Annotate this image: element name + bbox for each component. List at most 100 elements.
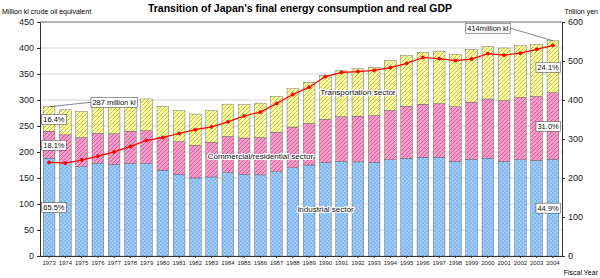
tick-label: 2004 bbox=[546, 260, 560, 266]
tick-label: 500 bbox=[568, 56, 583, 66]
tick: 1987 bbox=[270, 256, 284, 266]
tick-label: 1977 bbox=[107, 260, 121, 266]
bar bbox=[466, 102, 478, 159]
tick: 100 bbox=[19, 199, 40, 209]
line-marker bbox=[145, 139, 148, 142]
tick-mark bbox=[562, 178, 565, 179]
annotation-box bbox=[91, 97, 138, 107]
tick: 350 bbox=[19, 69, 40, 79]
tick-mark bbox=[562, 22, 565, 23]
tick-mark bbox=[162, 256, 163, 258]
plot-frame bbox=[40, 22, 562, 23]
bar bbox=[515, 97, 527, 159]
line-marker bbox=[551, 44, 554, 47]
tick-label: 1978 bbox=[124, 260, 138, 266]
tick-mark bbox=[276, 256, 277, 258]
share-label: 16.4% bbox=[43, 115, 65, 124]
tick: 2002 bbox=[514, 256, 528, 266]
tick-label: 1998 bbox=[449, 260, 463, 266]
line-marker bbox=[177, 132, 180, 135]
tick-label: 1987 bbox=[270, 260, 284, 266]
tick: 300 bbox=[562, 134, 583, 144]
bar bbox=[173, 110, 185, 141]
bar bbox=[108, 164, 120, 256]
line-marker bbox=[226, 120, 229, 123]
bar bbox=[238, 105, 250, 138]
tick-mark bbox=[37, 152, 40, 153]
tick-label: 300 bbox=[19, 95, 34, 105]
bar bbox=[76, 111, 88, 137]
tick-mark bbox=[260, 256, 261, 258]
tick-label: 100 bbox=[568, 212, 583, 222]
tick: 1988 bbox=[286, 256, 300, 266]
tick: 1977 bbox=[107, 256, 121, 266]
tick-label: 50 bbox=[24, 225, 34, 235]
tick-label: 250 bbox=[19, 121, 34, 131]
bar bbox=[255, 175, 267, 256]
bar bbox=[320, 119, 332, 162]
tick-label: 150 bbox=[19, 173, 34, 183]
tick-mark bbox=[562, 139, 565, 140]
bar bbox=[401, 55, 413, 106]
bar bbox=[385, 110, 397, 159]
tick-mark bbox=[37, 178, 40, 179]
line-marker bbox=[112, 150, 115, 153]
tick: 600 bbox=[562, 17, 583, 27]
tick: 150 bbox=[19, 173, 40, 183]
line-marker bbox=[210, 125, 213, 128]
bar bbox=[433, 104, 445, 158]
tick: 1974 bbox=[59, 256, 73, 266]
tick-mark bbox=[562, 217, 565, 218]
bar bbox=[76, 167, 88, 256]
tick-mark bbox=[552, 256, 553, 258]
tick: 2000 bbox=[481, 256, 495, 266]
bar bbox=[125, 163, 137, 256]
share-label-group: 16.4% bbox=[42, 114, 67, 124]
bar bbox=[417, 52, 429, 104]
line bbox=[49, 45, 553, 163]
line-marker bbox=[275, 102, 278, 105]
axis: 0100200300400500600 bbox=[562, 17, 583, 261]
tick-label: 400 bbox=[19, 43, 34, 53]
tick: 1991 bbox=[335, 256, 349, 266]
axis: 1973197419751976197719781979198019811982… bbox=[41, 256, 563, 266]
share-label-box bbox=[42, 114, 67, 124]
bar bbox=[76, 137, 88, 166]
series-label: Industrial sector bbox=[297, 205, 354, 214]
tick-label: 0 bbox=[568, 251, 573, 261]
tick-mark bbox=[37, 126, 40, 127]
tick-mark bbox=[65, 256, 66, 258]
tick-label: 1980 bbox=[156, 260, 170, 266]
tick-label: 1989 bbox=[302, 260, 316, 266]
tick-label: 1974 bbox=[59, 260, 73, 266]
tick-label: 200 bbox=[568, 173, 583, 183]
tick: 250 bbox=[19, 121, 40, 131]
tick: 450 bbox=[19, 17, 40, 27]
tick-label: 1982 bbox=[189, 260, 203, 266]
tick-mark bbox=[244, 256, 245, 258]
annotation-leader bbox=[49, 102, 91, 107]
bar bbox=[450, 107, 462, 162]
share-label-box bbox=[42, 140, 67, 150]
line-marker bbox=[64, 161, 67, 164]
plot-marks bbox=[43, 41, 558, 256]
bar bbox=[206, 177, 218, 256]
tick-label: 1981 bbox=[172, 260, 186, 266]
tick-label: 1976 bbox=[91, 260, 105, 266]
line-marker bbox=[242, 114, 245, 117]
bar bbox=[92, 106, 104, 133]
tick-mark bbox=[471, 256, 472, 258]
bar bbox=[482, 99, 494, 158]
annotation-leader bbox=[510, 28, 553, 41]
tick: 1995 bbox=[400, 256, 414, 266]
tick-label: 1975 bbox=[75, 260, 89, 266]
share-label-group: 65.5% bbox=[42, 203, 67, 213]
tick-mark bbox=[114, 256, 115, 258]
tick: 1981 bbox=[172, 256, 186, 266]
tick: 200 bbox=[19, 147, 40, 157]
tick: 0 bbox=[562, 251, 573, 261]
tick-label: 1999 bbox=[465, 260, 479, 266]
bar bbox=[92, 163, 104, 256]
share-label-box bbox=[536, 62, 561, 72]
bar bbox=[401, 158, 413, 256]
